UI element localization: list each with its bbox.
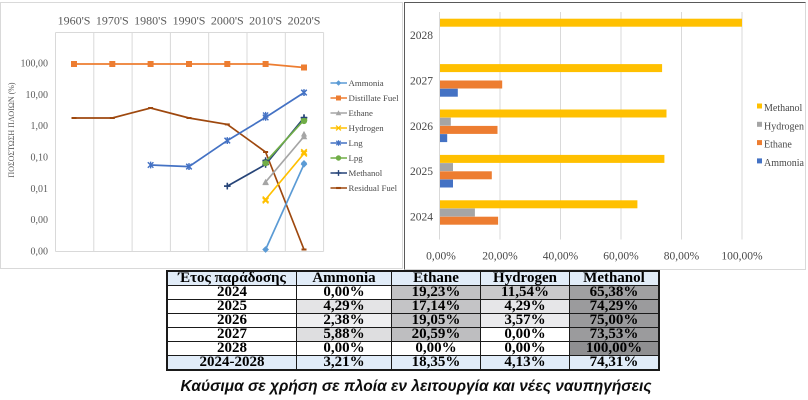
svg-text:10,00: 10,00: [26, 90, 49, 101]
svg-text:Lpg: Lpg: [349, 153, 364, 163]
svg-text:Hydrogen: Hydrogen: [764, 121, 804, 132]
svg-text:40,00%: 40,00%: [543, 251, 579, 263]
svg-text:2026: 2026: [410, 121, 433, 133]
svg-text:Hydrogen: Hydrogen: [349, 123, 385, 133]
svg-text:1960'S: 1960'S: [58, 14, 91, 28]
svg-text:1980'S: 1980'S: [134, 14, 167, 28]
svg-text:Distillate Fuel: Distillate Fuel: [349, 93, 400, 103]
svg-text:Methanol: Methanol: [764, 103, 803, 114]
svg-text:2027: 2027: [410, 75, 433, 87]
svg-text:Methanol: Methanol: [349, 168, 383, 178]
svg-text:Ammonia: Ammonia: [764, 158, 805, 169]
svg-text:2025: 2025: [410, 166, 433, 178]
svg-text:0,00%: 0,00%: [426, 251, 456, 263]
svg-text:1,00: 1,00: [31, 121, 49, 132]
svg-text:100,00%: 100,00%: [721, 251, 763, 263]
svg-text:0,10: 0,10: [31, 153, 49, 164]
svg-text:20,00%: 20,00%: [482, 251, 518, 263]
svg-text:1990'S: 1990'S: [173, 14, 206, 28]
svg-text:1970'S: 1970'S: [96, 14, 129, 28]
svg-text:Ethane: Ethane: [764, 140, 792, 151]
svg-text:0,00: 0,00: [31, 247, 49, 258]
svg-text:Lng: Lng: [349, 138, 364, 148]
svg-text:2000'S: 2000'S: [211, 14, 244, 28]
svg-text:Ammonia: Ammonia: [349, 78, 384, 88]
svg-text:60,00%: 60,00%: [603, 251, 639, 263]
svg-text:80,00%: 80,00%: [664, 251, 700, 263]
svg-text:2010'S: 2010'S: [249, 14, 282, 28]
svg-text:ΠΟΣΟΣΤΩΣΗ ΠΛΟΙΩΝ (%): ΠΟΣΟΣΤΩΣΗ ΠΛΟΙΩΝ (%): [7, 82, 16, 178]
svg-text:2020'S: 2020'S: [288, 14, 321, 28]
svg-text:2028: 2028: [410, 30, 433, 42]
svg-text:Residual Fuel: Residual Fuel: [349, 183, 398, 193]
svg-text:100,00: 100,00: [21, 59, 49, 70]
svg-text:2024: 2024: [410, 212, 433, 224]
svg-text:0,01: 0,01: [31, 184, 49, 195]
svg-text:0,00: 0,00: [31, 215, 49, 226]
svg-text:Ethane: Ethane: [349, 108, 374, 118]
